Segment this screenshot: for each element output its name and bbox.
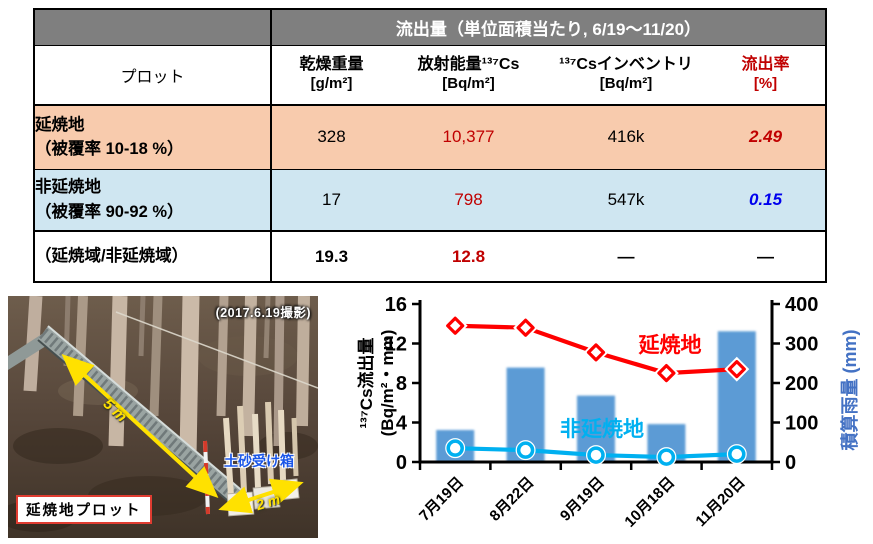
- x-category-label: 10月18日: [621, 474, 678, 531]
- dry-weight-name: 乾燥重量: [299, 56, 364, 74]
- corner-cell: [34, 9, 272, 46]
- left-tick-label: 0: [396, 452, 407, 474]
- burned-plot-label: 延焼地 （被覆率 10-18 %）: [34, 105, 272, 170]
- burned-cs137-runoff: 10,377: [391, 105, 546, 170]
- inventory-header: ¹³⁷Csインベントリ [Bq/m²]: [546, 45, 706, 106]
- unburned-cs137-inventory: 547k: [546, 169, 706, 232]
- rope-line: [115, 311, 318, 389]
- left-tick-label: 16: [385, 294, 407, 316]
- dimension-arrows: [61, 353, 304, 514]
- burned-cs137-inventory: 416k: [546, 105, 706, 170]
- runoff-rate-name: 流出率: [741, 56, 790, 74]
- runoff-summary-table: 流出量（単位面積当たり, 6/19～11/20） プロット 乾燥重量 [g/m²…: [33, 8, 827, 283]
- circle-marker: [728, 445, 746, 463]
- diamond-marker: [446, 316, 465, 335]
- table-row-unburned: 非延焼地 （被覆率 90-92 %） 17 798 547k 0.15: [34, 169, 826, 232]
- ratio-runoff-rate: ―: [757, 246, 774, 266]
- unburned-name: 非延焼地: [35, 178, 101, 196]
- plot-width-arrow: [218, 478, 304, 514]
- ratio-cs137-runoff: 12.8: [451, 246, 486, 266]
- diamond-marker: [586, 343, 606, 362]
- plot-name-badge: 延焼地プロット: [16, 495, 152, 524]
- right-axis-title: 積算雨量 (mm): [840, 329, 860, 451]
- left-tick-label: 12: [385, 334, 407, 356]
- radioactivity-header: 放射能量¹³⁷Cs [Bq/m²]: [391, 45, 546, 106]
- photo-date-label: (2017.6.19撮影): [215, 306, 311, 320]
- left-tick-label: 8: [396, 373, 407, 395]
- runoff-rate-unit: [%]: [753, 75, 778, 93]
- group-header: 流出量（単位面積当たり, 6/19～11/20）: [271, 9, 826, 46]
- site-photo: (2017.6.19撮影) 5 m 2 m 土砂受け箱 延焼地プロット: [8, 296, 318, 538]
- ratio-cs137-inventory: ―: [617, 246, 635, 266]
- unburned-plot-label: 非延焼地 （被覆率 90-92 %）: [34, 169, 272, 232]
- table-row-burned: 延焼地 （被覆率 10-18 %） 328 10,377 416k 2.49: [34, 105, 826, 170]
- table-group-header-row: 流出量（単位面積当たり, 6/19～11/20）: [34, 9, 826, 46]
- diamond-marker: [727, 360, 746, 379]
- right-tick-label: 0: [785, 452, 796, 474]
- right-tick-label: 300: [785, 334, 818, 356]
- circle-marker: [587, 446, 605, 464]
- right-tick-label: 400: [785, 294, 818, 316]
- ratio-dry-weight: 19.3: [314, 246, 349, 266]
- runoff-chart: ¹³⁷Cs流出量 (Bq/m²・mm) 0 4 8 12 16 0 100 200 300 400…: [350, 288, 873, 544]
- unburned-dry-weight: 17: [271, 169, 391, 232]
- rain-bar: [717, 331, 756, 462]
- inventory-unit: [Bq/m²]: [599, 75, 653, 93]
- unburned-coverage: （被覆率 90-92 %）: [35, 202, 184, 221]
- series-label-非延焼地: 非延焼地: [560, 417, 644, 441]
- unburned-runoff-rate: 0.15: [706, 169, 826, 232]
- left-tick-label: 4: [396, 413, 408, 435]
- diamond-marker: [516, 318, 535, 337]
- burned-runoff-rate: 2.49: [706, 105, 826, 170]
- burned-name: 延焼地: [35, 115, 85, 134]
- x-category-label: 11月20日: [692, 474, 748, 530]
- dry-weight-unit: [g/m²]: [310, 75, 353, 93]
- plot-column-header: プロット: [34, 45, 272, 106]
- runoff-rate-header: 流出率 [%]: [706, 45, 826, 106]
- chart-canvas: 0 4 8 12 16 0 100 200 300 400 7月19日 8月22日 9月19日 10月18…: [385, 294, 819, 531]
- series-label-延焼地: 延焼地: [638, 333, 702, 357]
- circle-marker: [446, 439, 464, 457]
- ratio-label: （延焼域/非延焼域）: [34, 231, 272, 282]
- sediment-box-label: 土砂受け箱: [224, 453, 294, 469]
- burned-coverage: （被覆率 10-18 %）: [35, 140, 184, 159]
- burned-dry-weight: 328: [271, 105, 391, 170]
- inventory-name: ¹³⁷Csインベントリ: [559, 56, 693, 74]
- dry-weight-header: 乾燥重量 [g/m²]: [271, 45, 391, 106]
- x-category-label: 7月19日: [416, 474, 467, 525]
- right-tick-label: 200: [785, 373, 818, 395]
- diamond-marker: [657, 364, 676, 383]
- unburned-cs137-runoff: 798: [391, 169, 546, 232]
- radioactivity-unit: [Bq/m²]: [442, 75, 495, 93]
- x-category-label: 9月19日: [557, 474, 608, 525]
- radioactivity-name: 放射能量¹³⁷Cs: [417, 56, 520, 74]
- x-category-label: 8月22日: [486, 474, 537, 525]
- table-column-header-row: プロット 乾燥重量 [g/m²] 放射能量¹³⁷Cs [Bq/m²] ¹³⁷Cs…: [34, 45, 826, 106]
- fence-length-arrow: [61, 353, 219, 499]
- table-row-ratio: （延焼域/非延焼域） 19.3 12.8 ― ―: [34, 231, 826, 282]
- right-tick-label: 100: [785, 413, 818, 435]
- circle-marker: [516, 441, 535, 459]
- circle-marker: [657, 448, 676, 466]
